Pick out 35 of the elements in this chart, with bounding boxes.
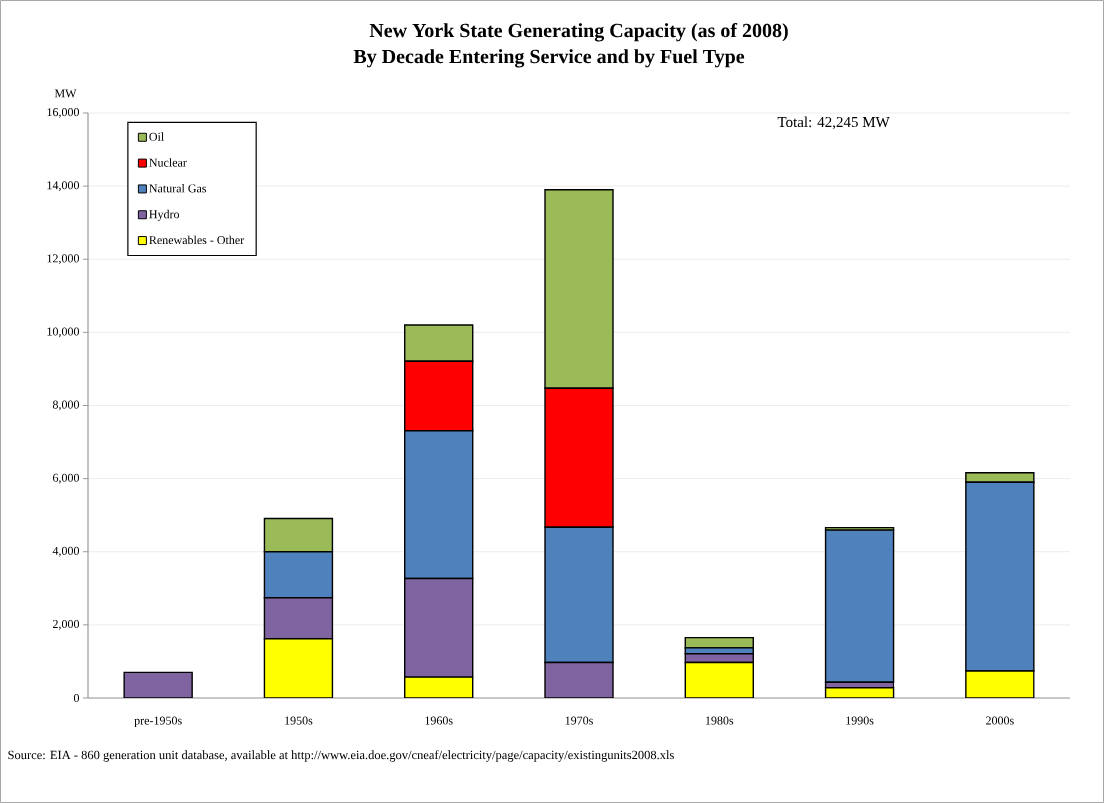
y-tick-label: 6,000: [52, 473, 80, 484]
y-tick-label: 0: [73, 693, 80, 703]
legend-label: Natural Gas: [149, 184, 207, 193]
chart-subtitle: By Decade Entering Service and by Fuel Type: [353, 49, 745, 68]
x-tick-label: 2000s: [986, 716, 1014, 725]
x-tick-label: 1990s: [846, 716, 874, 725]
legend-label: Renewables - Other: [149, 235, 245, 245]
y-tick-label: 14,000: [47, 181, 80, 192]
y-tick-label: 16,000: [47, 108, 80, 118]
legend-label: Oil: [149, 132, 164, 141]
bar: [263, 638, 334, 698]
x-tick-label: pre-1950s: [134, 716, 182, 728]
legend-label: Nuclear: [149, 158, 187, 167]
y-tick-label: 8,000: [52, 400, 80, 411]
annotation: Total: 42,245 MW: [777, 116, 890, 130]
x-tick-label: 1980s: [706, 716, 734, 725]
bar: [544, 661, 614, 698]
source-note: Source: EIA - 860 generation unit database, available at http://www.eia.doe.gov/cneaf/electricity/page/capacity/existingunits2008.xls: [8, 750, 674, 762]
y-axis-title: MW: [54, 89, 77, 98]
bar: [404, 577, 474, 678]
y-tick-label: 12,000: [47, 254, 80, 265]
x-tick-label: 1970s: [565, 716, 593, 725]
bar: [965, 670, 1035, 698]
bar: [684, 653, 754, 664]
y-tick-label: 10,000: [47, 327, 80, 338]
x-tick-label: 1950s: [285, 716, 313, 725]
bar: [123, 671, 193, 698]
bar: [404, 676, 474, 698]
y-tick-label: 2,000: [53, 619, 80, 630]
bar: [263, 597, 334, 640]
chart-title: New York State Generating Capacity (as of 2008): [369, 22, 788, 42]
bar: [684, 661, 754, 698]
x-tick-label: 1960s: [425, 716, 453, 725]
legend-label: Hydro: [149, 209, 180, 221]
y-tick-label: 4,000: [52, 546, 80, 557]
